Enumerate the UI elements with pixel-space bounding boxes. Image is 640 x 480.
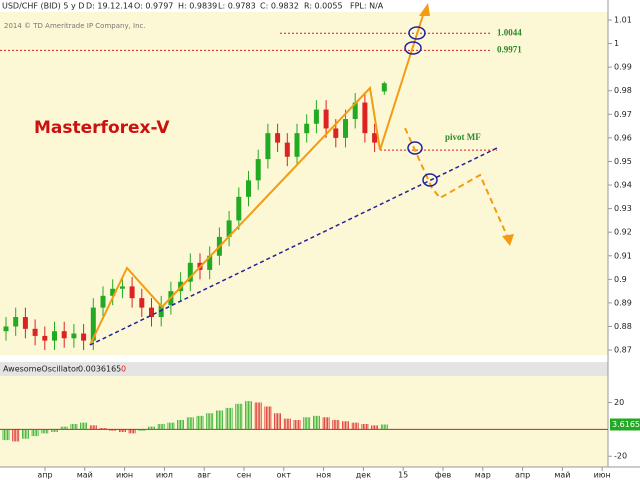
candle-body: [207, 255, 213, 270]
osc-value: 0.0036165: [78, 365, 121, 374]
last-value: 3.6165: [612, 420, 640, 429]
candle-body: [187, 262, 193, 282]
x-tick-label: май: [77, 471, 93, 480]
osc-title: AwesomeOscillator: [3, 365, 80, 374]
candle-body: [333, 128, 339, 138]
candle-body: [323, 109, 329, 129]
y-tick-label: 20: [614, 398, 624, 407]
x-tick-label: июн: [116, 471, 133, 480]
x-tick-label: июн: [594, 471, 611, 480]
x-tick-label: авг: [197, 471, 211, 480]
candle-body: [22, 317, 28, 329]
close: C: 0.9832: [260, 2, 299, 11]
marker-ellipse: [422, 173, 438, 187]
price-panel: [0, 12, 608, 355]
x-tick-label: ноя: [316, 471, 331, 480]
x-tick-label: сен: [237, 471, 252, 480]
candle-body: [265, 133, 271, 160]
symbol: USD/CHF (BID) 5 y D: [2, 2, 84, 11]
candle-body: [226, 220, 232, 237]
oscillator-header: [0, 362, 608, 376]
candle-body: [381, 83, 387, 92]
watermark: Masterforex-V: [34, 118, 170, 138]
x-tick-label: мар: [475, 471, 491, 480]
marker-ellipse: [408, 26, 426, 40]
level-label: 1.0044: [497, 27, 522, 37]
date: D: 19.12.14: [86, 2, 133, 11]
candle-body: [255, 159, 261, 181]
arrow-head: [419, 3, 430, 16]
osc-zero: 0: [121, 365, 126, 374]
candle-body: [275, 133, 281, 143]
annotations: [89, 3, 514, 346]
candle-body: [52, 331, 57, 341]
candle-body: [343, 119, 348, 138]
marker-ellipse: [407, 141, 423, 155]
candle-body: [42, 335, 48, 341]
y-tick-label: 0.94: [614, 181, 632, 190]
candle-body: [149, 307, 154, 318]
candle-body: [139, 298, 145, 308]
trend-line: [89, 147, 498, 346]
candle-body: [372, 133, 378, 143]
candle-body: [81, 333, 87, 341]
candle-body: [129, 286, 135, 299]
candle-body: [313, 109, 319, 124]
forecast-line: [404, 127, 509, 239]
y-tick-label: 0.87: [614, 346, 632, 355]
y-tick-label: 0.96: [614, 133, 632, 142]
fpl: FPL: N/A: [350, 2, 384, 11]
y-tick-label: 0.91: [614, 251, 632, 260]
candle-body: [294, 133, 300, 157]
arrow-head: [502, 234, 514, 246]
range: R: 0.0055: [304, 2, 343, 11]
x-tick-label: апр: [37, 471, 52, 480]
candle-body: [71, 333, 77, 339]
y-tick-label: 0.89: [614, 298, 632, 307]
level-label: 0.9971: [497, 44, 522, 54]
candle-body: [362, 102, 368, 134]
high: H: 0.9839: [178, 2, 217, 11]
candle-body: [110, 288, 116, 296]
x-tick-label: июл: [156, 471, 173, 480]
y-tick-label: 0.97: [614, 110, 632, 119]
y-tick-label: 0.98: [614, 86, 632, 95]
low: L: 0.9783: [218, 2, 256, 11]
wave-line: [89, 11, 425, 346]
marker-ellipse: [404, 41, 422, 55]
candle-body: [246, 180, 251, 197]
y-tick-label: 0.99: [614, 63, 632, 72]
y-tick-label: 0.95: [614, 157, 632, 166]
y-tick-label: 0.9: [614, 275, 627, 284]
y-tick-label: -20: [614, 452, 627, 461]
y-tick-label: 1: [614, 39, 619, 48]
candle-body: [13, 317, 19, 327]
candle-body: [352, 102, 358, 120]
value-box: [610, 418, 640, 431]
candle-body: [61, 331, 67, 339]
y-tick-label: 0.92: [614, 228, 632, 237]
candle-body: [236, 196, 242, 221]
pivot-label: pivot MF: [445, 132, 481, 142]
candle-body: [304, 123, 310, 134]
x-tick-label: 15: [398, 471, 408, 480]
x-tick-label: дек: [356, 471, 371, 480]
candle-body: [90, 307, 96, 341]
header: USD/CHF (BID) 5 y D D: 19.12.14 O: 0.979…: [2, 2, 384, 11]
x-tick-label: фев: [435, 471, 452, 480]
candle-body: [3, 326, 9, 332]
open: O: 0.9797: [134, 2, 173, 11]
copyright: 2014 © TD Ameritrade IP Company, Inc.: [4, 22, 146, 30]
candle-body: [32, 328, 38, 336]
x-tick-label: май: [554, 471, 570, 480]
candle-body: [100, 295, 106, 308]
y-tick-label: 0.93: [614, 204, 632, 213]
x-tick-label: окт: [277, 471, 292, 480]
y-tick-label: 0.88: [614, 322, 632, 331]
y-tick-label: 1.01: [614, 16, 632, 25]
x-tick-label: апр: [515, 471, 530, 480]
candle-body: [284, 142, 290, 157]
candle-body: [119, 286, 125, 289]
